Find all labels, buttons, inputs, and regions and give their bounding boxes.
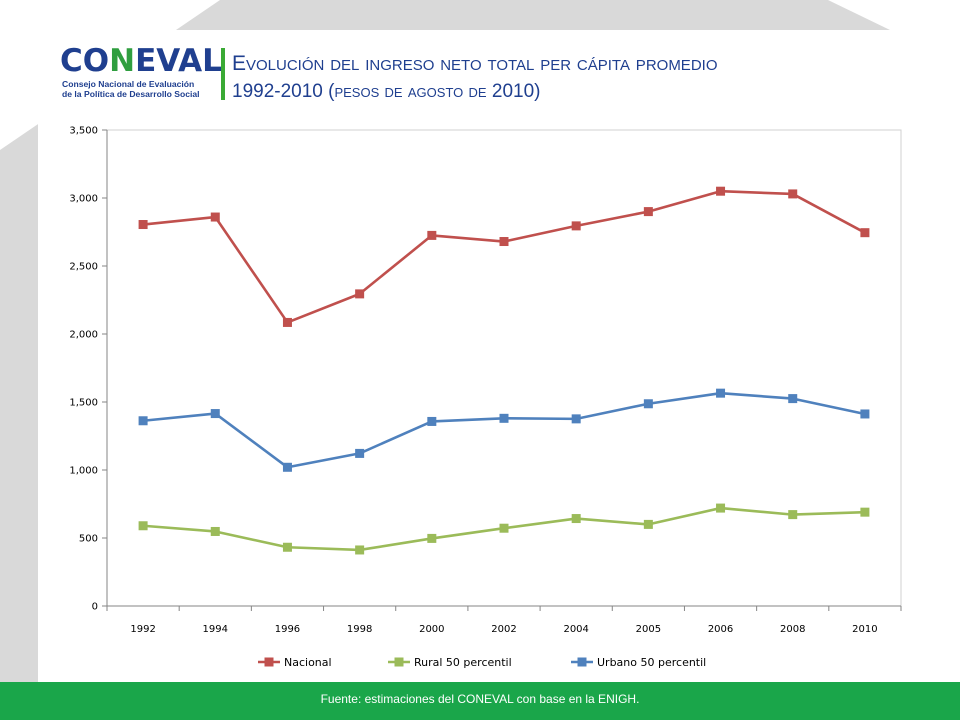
data-point-marker <box>643 207 653 217</box>
chart-axes: 0 500 1,000 1,500 2,000 2,500 3,000 3,500 1992 19… <box>69 126 902 635</box>
x-tick-label: 2008 <box>780 624 805 635</box>
data-point-marker <box>282 462 292 472</box>
footer-source-text: Fuente: estimaciones del CONEVAL con bas… <box>320 692 640 706</box>
data-point-marker <box>282 317 292 327</box>
data-point-marker <box>499 413 509 423</box>
data-point-marker <box>427 230 437 240</box>
data-point-marker <box>427 416 437 426</box>
y-tick-label: 3,000 <box>69 194 98 205</box>
y-tick-label: 2,000 <box>69 330 98 341</box>
y-tick-label: 500 <box>79 534 98 545</box>
data-point-marker <box>355 289 365 299</box>
data-point-marker <box>571 514 581 524</box>
logo-word-eval: EVAL <box>135 43 222 79</box>
y-tick-label: 2,500 <box>69 262 98 273</box>
data-point-marker <box>138 416 148 426</box>
logo-subtitle-line2: de la Política de Desarrollo Social <box>62 89 200 99</box>
data-point-marker <box>860 228 870 238</box>
data-point-marker <box>499 523 509 533</box>
y-tick-label: 3,500 <box>69 126 98 137</box>
corner-decoration-right <box>828 0 960 30</box>
y-tick-label: 0 <box>92 602 98 613</box>
legend-label: Rural 50 percentil <box>414 656 512 669</box>
data-point-marker <box>788 189 798 199</box>
slide-subtitle: 1992-2010 (pesos de agosto de 2010) <box>232 81 541 102</box>
logo-wordmark: CONEVAL <box>60 44 222 78</box>
data-point-marker <box>643 399 653 409</box>
title-accent-bar <box>221 48 225 100</box>
data-point-marker <box>138 220 148 230</box>
legend-label: Urbano 50 percentil <box>597 656 706 669</box>
legend-swatch-marker <box>264 657 274 667</box>
y-tick-label: 1,000 <box>69 466 98 477</box>
series-line-0 <box>142 189 866 324</box>
chart-series <box>138 186 870 555</box>
coneval-logo: CONEVAL Consejo Nacional de Evaluación d… <box>60 44 222 108</box>
data-point-marker <box>355 448 365 458</box>
data-point-marker <box>860 507 870 517</box>
slide-title: Evolución del ingreso neto total per cáp… <box>232 52 718 75</box>
x-tick-label: 1992 <box>130 624 155 635</box>
data-point-marker <box>716 503 726 513</box>
x-tick-label: 2010 <box>852 624 877 635</box>
legend-swatch-marker <box>394 657 404 667</box>
data-point-marker <box>210 409 220 419</box>
x-tick-label: 2002 <box>491 624 516 635</box>
x-tick-label: 1996 <box>275 624 300 635</box>
data-point-marker <box>138 521 148 531</box>
data-point-marker <box>571 414 581 424</box>
footer-bar: Fuente: estimaciones del CONEVAL con bas… <box>0 682 960 720</box>
chart-legend: Nacional Rural 50 percentil Urbano 50 perc… <box>258 656 706 669</box>
logo-subtitle-line1: Consejo Nacional de Evaluación <box>62 79 195 89</box>
series-line-2 <box>142 391 866 469</box>
data-point-marker <box>499 237 509 247</box>
y-tick-label: 1,500 <box>69 398 98 409</box>
data-point-marker <box>788 510 798 520</box>
data-point-marker <box>860 409 870 419</box>
logo-word-n: N <box>109 43 136 79</box>
x-tick-label: 2005 <box>636 624 661 635</box>
legend-swatch-marker <box>577 657 587 667</box>
logo-subtitle: Consejo Nacional de Evaluación de la Pol… <box>62 79 212 99</box>
data-point-marker <box>427 533 437 543</box>
income-line-chart: 0 500 1,000 1,500 2,000 2,500 3,000 3,500 1992 19… <box>69 126 902 669</box>
data-point-marker <box>571 221 581 231</box>
slide-card <box>38 30 960 682</box>
data-point-marker <box>643 519 653 529</box>
data-point-marker <box>282 542 292 552</box>
data-point-marker <box>716 388 726 398</box>
x-tick-label: 2000 <box>419 624 444 635</box>
data-point-marker <box>210 212 220 222</box>
legend-label: Nacional <box>284 656 332 669</box>
x-tick-label: 2006 <box>708 624 733 635</box>
x-tick-label: 1994 <box>203 624 228 635</box>
data-point-marker <box>355 545 365 555</box>
x-tick-label: 2004 <box>563 624 588 635</box>
logo-word-co: CO <box>60 43 110 79</box>
data-point-marker <box>788 394 798 404</box>
x-tick-label: 1998 <box>347 624 372 635</box>
data-point-marker <box>716 186 726 196</box>
data-point-marker <box>210 526 220 536</box>
